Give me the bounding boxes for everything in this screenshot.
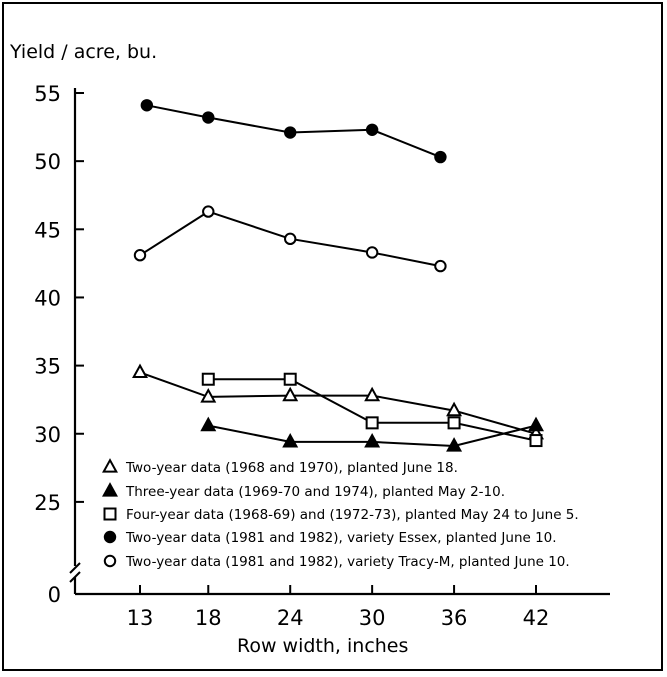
open-circle-point — [133, 248, 147, 262]
series-2 — [200, 416, 544, 452]
legend-marker — [102, 482, 118, 497]
legend-marker — [102, 458, 118, 473]
open-square-point — [365, 416, 379, 430]
series-1 — [132, 363, 544, 440]
axes: 55 50 45 40 35 30 25 0 13 18 24 30 36 42 — [34, 82, 610, 630]
legend-entry: Four-year data (1968-69) and (1972-73), … — [103, 507, 579, 523]
legend-marker — [103, 507, 117, 521]
y-tick-label: 25 — [34, 491, 61, 515]
legend-entry: Two-year data (1968 and 1970), planted J… — [102, 458, 458, 476]
series-4 — [140, 99, 447, 164]
filled-triangle-point — [446, 437, 463, 452]
x-tick-label: 13 — [127, 606, 154, 630]
open-square-point — [447, 416, 461, 430]
filled-triangle-point — [282, 433, 299, 448]
y-tick-label: 30 — [34, 423, 61, 447]
open-triangle-point — [132, 363, 148, 379]
legend-label: Three-year data (1969-70 and 1974), plan… — [125, 484, 505, 500]
filled-circle-point — [202, 111, 215, 124]
y-tick-label: 35 — [34, 355, 61, 379]
x-axis-title: Row width, inches — [237, 635, 408, 657]
x-tick-label: 42 — [523, 606, 550, 630]
open-circle-point — [365, 246, 379, 259]
filled-triangle-point — [364, 433, 381, 448]
y-tick-label: 0 — [48, 583, 61, 607]
open-triangle-point — [364, 386, 381, 402]
open-square-point — [529, 434, 543, 448]
x-tick-label: 30 — [359, 606, 386, 630]
filled-circle-point — [140, 99, 154, 112]
filled-triangle-point — [528, 416, 544, 432]
series-layer — [132, 99, 544, 452]
filled-triangle-point — [200, 416, 217, 432]
filled-circle-point — [365, 123, 379, 137]
legend-entry: Two-year data (1981 and 1982), variety E… — [103, 530, 557, 546]
legend-label: Two-year data (1981 and 1982), variety T… — [125, 554, 570, 570]
filled-circle-point — [434, 150, 447, 164]
y-tick-label: 55 — [34, 82, 61, 106]
open-circle-point — [202, 205, 215, 218]
x-tick-label: 18 — [195, 606, 222, 630]
y-tick-label: 40 — [34, 286, 61, 310]
series-3 — [201, 372, 543, 448]
y-tick-label: 50 — [34, 150, 61, 174]
legend-label: Four-year data (1968-69) and (1972-73), … — [126, 507, 579, 523]
filled-circle-point — [284, 126, 297, 139]
open-square-point — [201, 372, 215, 386]
legend-marker — [103, 554, 117, 568]
open-square-point — [283, 372, 297, 386]
legend-label: Two-year data (1981 and 1982), variety E… — [125, 530, 557, 546]
legend-marker — [103, 530, 117, 544]
open-circle-point — [434, 259, 447, 273]
x-tick-label: 36 — [441, 606, 468, 630]
y-axis-title: Yield / acre, bu. — [9, 41, 157, 63]
legend-entry: Three-year data (1969-70 and 1974), plan… — [102, 482, 505, 500]
x-tick-label: 24 — [277, 606, 304, 630]
open-triangle-point — [282, 386, 299, 402]
open-circle-point — [284, 232, 297, 246]
legend-label: Two-year data (1968 and 1970), planted J… — [125, 460, 458, 476]
legend-entry: Two-year data (1981 and 1982), variety T… — [103, 554, 570, 570]
series-line — [139, 371, 537, 435]
series-5 — [133, 205, 447, 273]
legend: Two-year data (1968 and 1970), planted J… — [102, 458, 579, 570]
open-triangle-point — [446, 401, 463, 417]
axis-break-mark-top — [69, 562, 81, 574]
y-tick-label: 45 — [34, 218, 61, 242]
open-triangle-point — [200, 388, 217, 403]
